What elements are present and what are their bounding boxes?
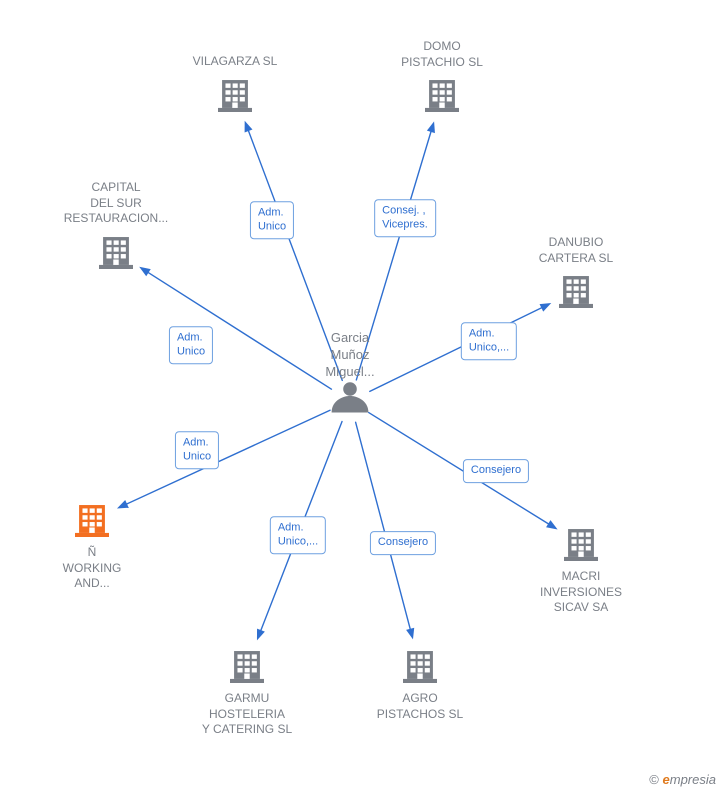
company-node[interactable] bbox=[218, 80, 252, 112]
edge-label[interactable]: Adm. Unico,... bbox=[270, 516, 326, 554]
copyright-symbol: © bbox=[649, 772, 659, 787]
company-node[interactable] bbox=[99, 237, 133, 269]
edge-label[interactable]: Adm. Unico bbox=[250, 201, 294, 239]
edge-label[interactable]: Consej. , Vicepres. bbox=[374, 199, 436, 237]
edge-line bbox=[117, 410, 330, 508]
company-node[interactable] bbox=[559, 276, 593, 308]
brand-rest: mpresia bbox=[670, 772, 716, 787]
brand-initial: e bbox=[663, 772, 670, 787]
company-node[interactable] bbox=[425, 80, 459, 112]
watermark: © empresia bbox=[649, 772, 716, 787]
company-node[interactable] bbox=[230, 651, 264, 683]
nodes-layer bbox=[75, 80, 598, 683]
company-node[interactable] bbox=[564, 529, 598, 561]
person-label: Garcia Muñoz Miguel... bbox=[305, 330, 395, 381]
person-node[interactable] bbox=[332, 382, 369, 412]
company-node[interactable] bbox=[75, 505, 109, 537]
edge-label[interactable]: Adm. Unico bbox=[169, 326, 213, 364]
edge-label[interactable]: Adm. Unico,... bbox=[461, 322, 517, 360]
diagram-canvas bbox=[0, 0, 728, 795]
edge-line bbox=[139, 267, 331, 389]
company-node[interactable] bbox=[403, 651, 437, 683]
edge-label[interactable]: Consejero bbox=[370, 531, 436, 555]
edge-label[interactable]: Adm. Unico bbox=[175, 431, 219, 469]
edge-label[interactable]: Consejero bbox=[463, 459, 529, 483]
